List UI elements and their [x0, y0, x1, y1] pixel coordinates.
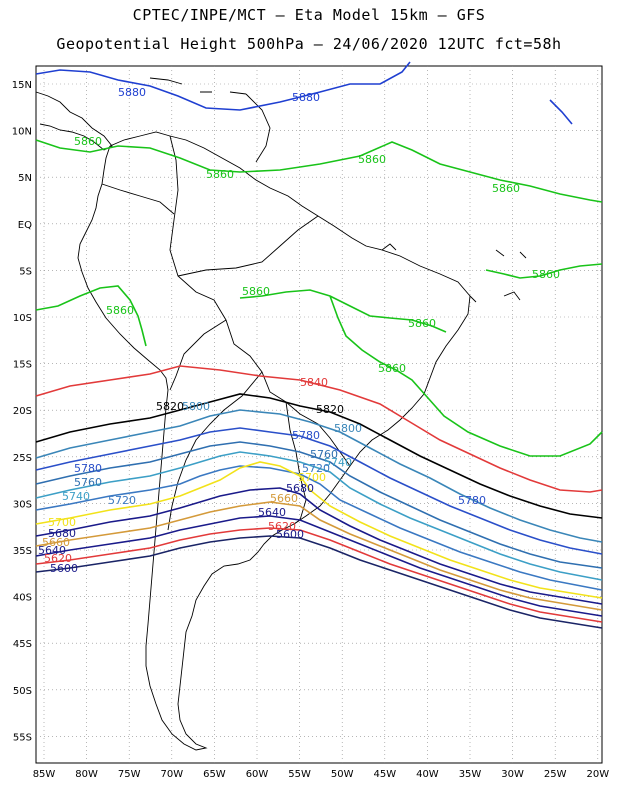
- contour-label: 5860: [242, 285, 270, 298]
- contour-label: 5680: [286, 482, 314, 495]
- contour-label-group: 5880 5880 5860 5860 5860 5860 5860 5860 …: [38, 86, 560, 575]
- caribbean-islands: [149, 77, 247, 95]
- lon-tick-label: 25W: [544, 769, 567, 780]
- lat-tick-label: 10N: [12, 127, 32, 138]
- contour-label: 5640: [38, 544, 66, 557]
- contour-label: 5700: [298, 471, 326, 484]
- contour-label: 5780: [74, 462, 102, 475]
- contour-5800: [35, 409, 603, 543]
- contour-label: 5860: [106, 304, 134, 317]
- lon-tick-label: 20W: [586, 769, 609, 780]
- contour-label: 5780: [458, 494, 486, 507]
- lon-tick-label: 85W: [33, 769, 56, 780]
- contour-5740: [35, 451, 603, 581]
- lon-tick-label: 40W: [416, 769, 439, 780]
- islands: [381, 243, 527, 303]
- lat-tick-label: 40S: [13, 593, 32, 604]
- lon-tick-label: 60W: [246, 769, 269, 780]
- contours: [35, 61, 603, 629]
- contour-5820: [35, 393, 603, 519]
- lat-tick-label: 5N: [18, 173, 32, 184]
- contour-label: 5820: [156, 400, 184, 413]
- lat-tick-label: 15S: [13, 360, 32, 371]
- lat-tick-label: 55S: [13, 732, 32, 743]
- lon-tick-label: 80W: [75, 769, 98, 780]
- lon-tick-label: 45W: [373, 769, 396, 780]
- contour-label: 5860: [532, 268, 560, 281]
- contour-label: 5820: [316, 403, 344, 416]
- lat-tick-label: 10S: [13, 313, 32, 324]
- map-frame: [35, 65, 603, 764]
- contour-label: 5720: [108, 494, 136, 507]
- contour-label: 5760: [310, 448, 338, 461]
- contour-5880-east: [549, 99, 573, 125]
- contour-5600: [35, 535, 603, 629]
- contour-label: 5600: [276, 528, 304, 541]
- contour-label: 5840: [300, 376, 328, 389]
- contour-label: 5860: [408, 317, 436, 330]
- contour-label: 5800: [182, 400, 210, 413]
- contour-label: 5600: [50, 562, 78, 575]
- lat-tick-label: 15N: [12, 80, 32, 91]
- lon-tick-label: 70W: [160, 769, 183, 780]
- contour-label: 5640: [258, 506, 286, 519]
- contour-5860-east: [485, 263, 603, 279]
- contour-5700: [35, 461, 603, 599]
- contour-label: 5620: [44, 552, 72, 565]
- contour-label: 5680: [48, 527, 76, 540]
- contour-5660: [35, 501, 603, 611]
- coastline-south-america: [77, 131, 471, 751]
- contour-label: 5740: [324, 456, 352, 469]
- contour-label: 5880: [118, 86, 146, 99]
- contour-5760: [35, 441, 603, 569]
- axis-ticks: 85W 80W 75W 70W 65W 60W 55W 50W 45W 40W 35W 30W 25W 2…: [12, 80, 609, 780]
- lat-tick-label: 30S: [13, 499, 32, 510]
- contour-label: 5700: [48, 516, 76, 529]
- coastline-central-america: [35, 91, 113, 151]
- lon-tick-label: 55W: [288, 769, 311, 780]
- graticule: [36, 66, 602, 763]
- contour-label: 5860: [378, 362, 406, 375]
- lon-tick-label: 35W: [459, 769, 482, 780]
- contour-label: 5880: [292, 91, 320, 104]
- lat-tick-label: EQ: [18, 220, 32, 231]
- coastlines: [35, 77, 527, 751]
- lat-tick-label: 35S: [13, 546, 32, 557]
- map-title: CPTEC/INPE/MCT – Eta Model 15km – GFS: [132, 6, 486, 24]
- lon-tick-label: 30W: [501, 769, 524, 780]
- contour-label: 5860: [206, 168, 234, 181]
- lon-tick-label: 65W: [203, 769, 226, 780]
- contour-label: 5660: [42, 536, 70, 549]
- lat-tick-label: 20S: [13, 406, 32, 417]
- contour-5640: [35, 515, 603, 617]
- lat-tick-label: 25S: [13, 453, 32, 464]
- lat-tick-label: 50S: [13, 686, 32, 697]
- lon-tick-label: 50W: [331, 769, 354, 780]
- contour-5880: [35, 61, 411, 111]
- map-subtitle: Geopotential Height 500hPa – 24/06/2020 …: [56, 35, 562, 53]
- contour-label: 5620: [268, 520, 296, 533]
- contour-label: 5780: [292, 429, 320, 442]
- contour-5620: [35, 527, 603, 623]
- contour-5860-north: [35, 139, 603, 203]
- contour-label: 5860: [492, 182, 520, 195]
- lat-tick-label: 45S: [13, 639, 32, 650]
- lat-tick-label: 5S: [19, 266, 32, 277]
- contour-label: 5720: [302, 462, 330, 475]
- contour-label: 5800: [334, 422, 362, 435]
- contour-label: 5860: [358, 153, 386, 166]
- contour-label: 5760: [74, 476, 102, 489]
- contour-label: 5660: [270, 492, 298, 505]
- contour-5840: [35, 365, 603, 493]
- contour-5780: [35, 427, 603, 555]
- contour-5680: [35, 487, 603, 605]
- contour-label: 5860: [74, 135, 102, 148]
- contour-5860-central: [35, 285, 603, 457]
- lon-tick-label: 75W: [118, 769, 141, 780]
- contour-label: 5740: [62, 490, 90, 503]
- contour-5720: [35, 465, 603, 591]
